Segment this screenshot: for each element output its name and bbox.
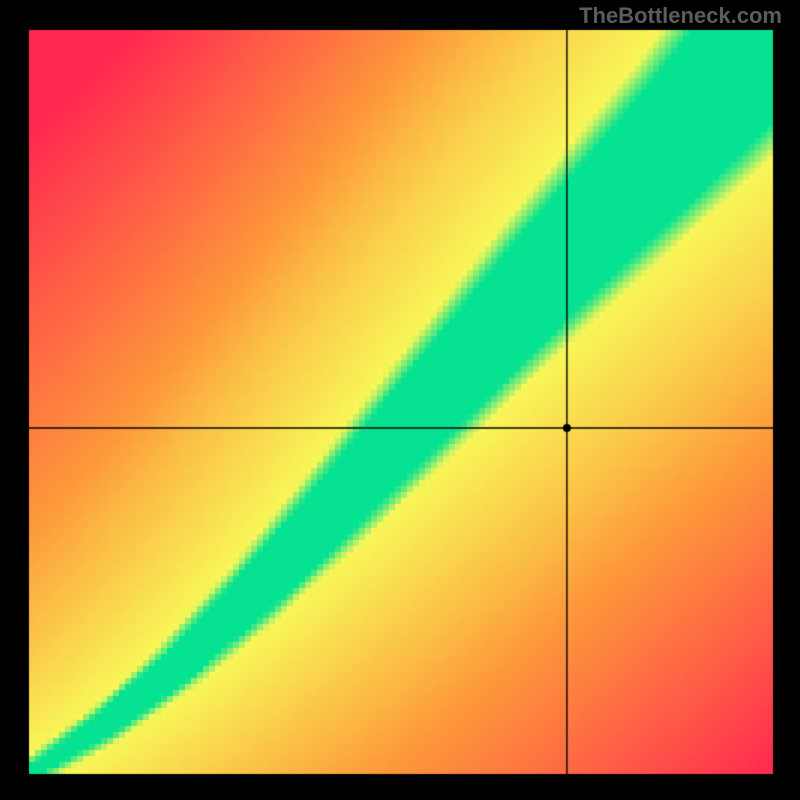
bottleneck-heatmap-canvas [0, 0, 800, 800]
bottleneck-heatmap-container: { "source_label": "TheBottleneck.com", "… [0, 0, 800, 800]
source-watermark: TheBottleneck.com [579, 3, 782, 29]
